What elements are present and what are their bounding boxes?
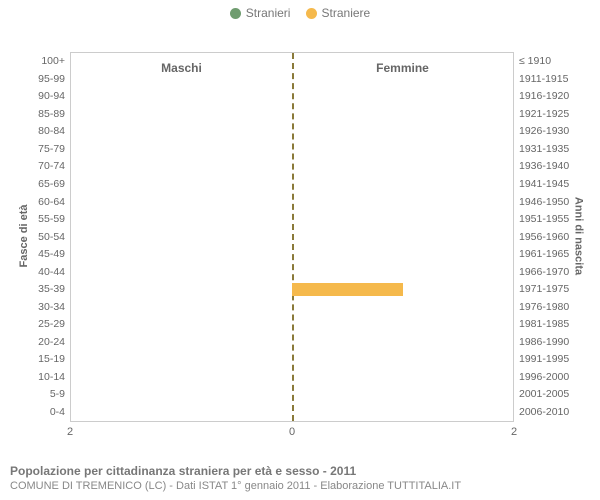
age-row: 25-291981-1985	[71, 315, 513, 333]
age-row: 0-42006-2010	[71, 403, 513, 421]
bar-female	[292, 283, 403, 296]
age-label: 0-4	[50, 406, 65, 418]
age-label: 25-29	[38, 318, 65, 330]
y-axis-right-label: Anni di nascita	[572, 196, 584, 274]
age-label: 15-19	[38, 353, 65, 365]
legend-swatch-male	[230, 8, 241, 19]
age-row: 60-641946-1950	[71, 193, 513, 211]
birth-year-label: 1976-1980	[519, 301, 569, 313]
birth-year-label: ≤ 1910	[519, 55, 551, 67]
birth-year-label: 1911-1915	[519, 73, 568, 85]
age-row: 70-741936-1940	[71, 158, 513, 176]
age-label: 70-74	[38, 160, 65, 172]
birth-year-label: 1996-2000	[519, 371, 569, 383]
age-row: 40-441966-1970	[71, 263, 513, 281]
age-row: 80-841926-1930	[71, 123, 513, 141]
age-label: 85-89	[38, 108, 65, 120]
birth-year-label: 2001-2005	[519, 388, 569, 400]
birth-year-label: 1926-1930	[519, 125, 569, 137]
age-row: 45-491961-1965	[71, 245, 513, 263]
legend-item-female: Straniere	[306, 6, 371, 20]
age-label: 75-79	[38, 143, 65, 155]
birth-year-label: 1936-1940	[519, 160, 569, 172]
chart-area: Fasce di età Anni di nascita Maschi Femm…	[10, 26, 590, 446]
x-tick: 2	[511, 426, 517, 438]
birth-year-label: 1966-1970	[519, 266, 569, 278]
legend-swatch-female	[306, 8, 317, 19]
age-label: 100+	[41, 55, 65, 67]
age-row: 95-991911-1915	[71, 70, 513, 88]
caption: Popolazione per cittadinanza straniera p…	[10, 464, 590, 492]
age-label: 5-9	[50, 388, 65, 400]
birth-year-label: 1931-1935	[519, 143, 569, 155]
age-label: 65-69	[38, 178, 65, 190]
birth-year-label: 1916-1920	[519, 90, 569, 102]
age-row: 50-541956-1960	[71, 228, 513, 246]
birth-year-label: 1986-1990	[519, 336, 569, 348]
legend: Stranieri Straniere	[0, 0, 600, 26]
age-row: 100+≤ 1910	[71, 53, 513, 71]
age-label: 90-94	[38, 90, 65, 102]
birth-year-label: 1951-1955	[519, 213, 569, 225]
rows-container: 100+≤ 191095-991911-191590-941916-192085…	[71, 53, 513, 421]
birth-year-label: 1956-1960	[519, 231, 569, 243]
age-label: 40-44	[38, 266, 65, 278]
age-row: 65-691941-1945	[71, 175, 513, 193]
x-tick: 0	[289, 426, 295, 438]
birth-year-label: 1961-1965	[519, 248, 569, 260]
age-label: 20-24	[38, 336, 65, 348]
age-row: 35-391971-1975	[71, 280, 513, 298]
plot: Maschi Femmine 100+≤ 191095-991911-19159…	[70, 52, 514, 422]
age-row: 20-241986-1990	[71, 333, 513, 351]
x-axis: 2 0 2	[70, 426, 514, 440]
age-label: 10-14	[38, 371, 65, 383]
age-row: 90-941916-1920	[71, 88, 513, 106]
age-label: 30-34	[38, 301, 65, 313]
y-axis-left-label: Fasce di età	[18, 204, 30, 267]
age-label: 60-64	[38, 196, 65, 208]
age-row: 75-791931-1935	[71, 140, 513, 158]
birth-year-label: 1921-1925	[519, 108, 569, 120]
legend-label-female: Straniere	[322, 6, 371, 20]
birth-year-label: 2006-2010	[519, 406, 569, 418]
birth-year-label: 1941-1945	[519, 178, 569, 190]
legend-label-male: Stranieri	[246, 6, 291, 20]
age-row: 30-341976-1980	[71, 298, 513, 316]
birth-year-label: 1946-1950	[519, 196, 569, 208]
age-row: 5-92001-2005	[71, 386, 513, 404]
age-row: 15-191991-1995	[71, 351, 513, 369]
age-row: 85-891921-1925	[71, 105, 513, 123]
age-label: 50-54	[38, 231, 65, 243]
age-row: 55-591951-1955	[71, 210, 513, 228]
age-label: 55-59	[38, 213, 65, 225]
birth-year-label: 1971-1975	[519, 283, 569, 295]
age-label: 45-49	[38, 248, 65, 260]
caption-subtitle: COMUNE DI TREMENICO (LC) - Dati ISTAT 1°…	[10, 480, 590, 492]
age-label: 80-84	[38, 125, 65, 137]
x-tick: 2	[67, 426, 73, 438]
caption-title: Popolazione per cittadinanza straniera p…	[10, 464, 590, 478]
age-row: 10-141996-2000	[71, 368, 513, 386]
legend-item-male: Stranieri	[230, 6, 291, 20]
birth-year-label: 1981-1985	[519, 318, 569, 330]
age-label: 95-99	[38, 73, 65, 85]
birth-year-label: 1991-1995	[519, 353, 569, 365]
age-label: 35-39	[38, 283, 65, 295]
